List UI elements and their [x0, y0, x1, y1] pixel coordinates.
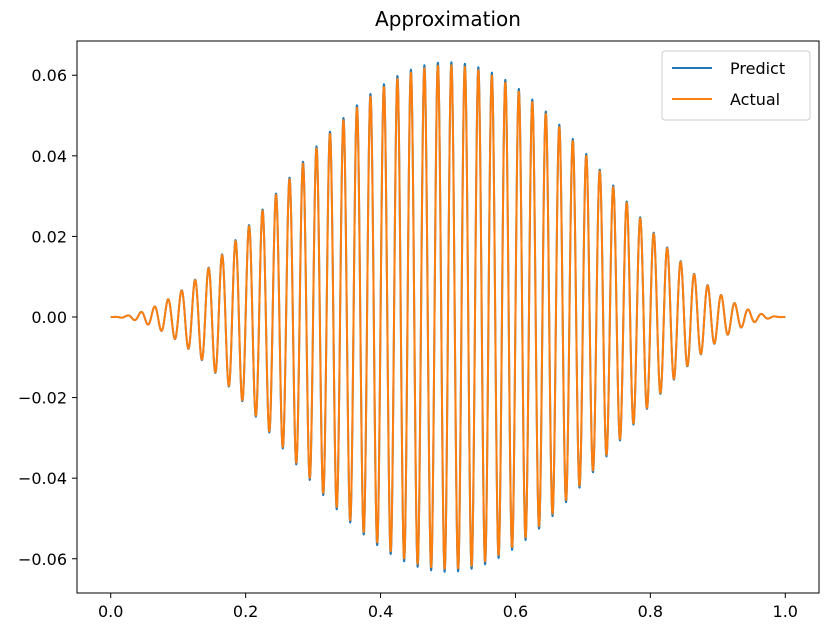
- x-tick-label: 0.6: [503, 602, 528, 621]
- legend: Predict Actual: [661, 50, 811, 121]
- x-axis: 0.0 0.2 0.4 0.6 0.8 1.0: [98, 593, 798, 621]
- legend-label-actual: Actual: [730, 90, 780, 109]
- y-tick-label: −0.02: [18, 389, 67, 408]
- legend-label-predict: Predict: [730, 59, 785, 78]
- y-tick-label: 0.04: [31, 147, 67, 166]
- x-tick-label: 0.2: [233, 602, 258, 621]
- y-tick-label: −0.06: [18, 550, 67, 569]
- y-axis: −0.06 −0.04 −0.02 0.00 0.02 0.04 0.06: [18, 66, 77, 569]
- x-tick-label: 0.8: [638, 602, 663, 621]
- y-tick-label: 0.02: [31, 227, 67, 246]
- chart-title: Approximation: [375, 7, 521, 31]
- y-tick-label: −0.04: [18, 469, 67, 488]
- y-tick-label: 0.00: [31, 308, 67, 327]
- y-tick-label: 0.06: [31, 66, 67, 85]
- series-layer: [109, 61, 787, 573]
- x-tick-label: 0.0: [98, 602, 123, 621]
- series-line-actual: [109, 64, 787, 570]
- x-tick-label: 1.0: [773, 602, 798, 621]
- x-tick-label: 0.4: [368, 602, 393, 621]
